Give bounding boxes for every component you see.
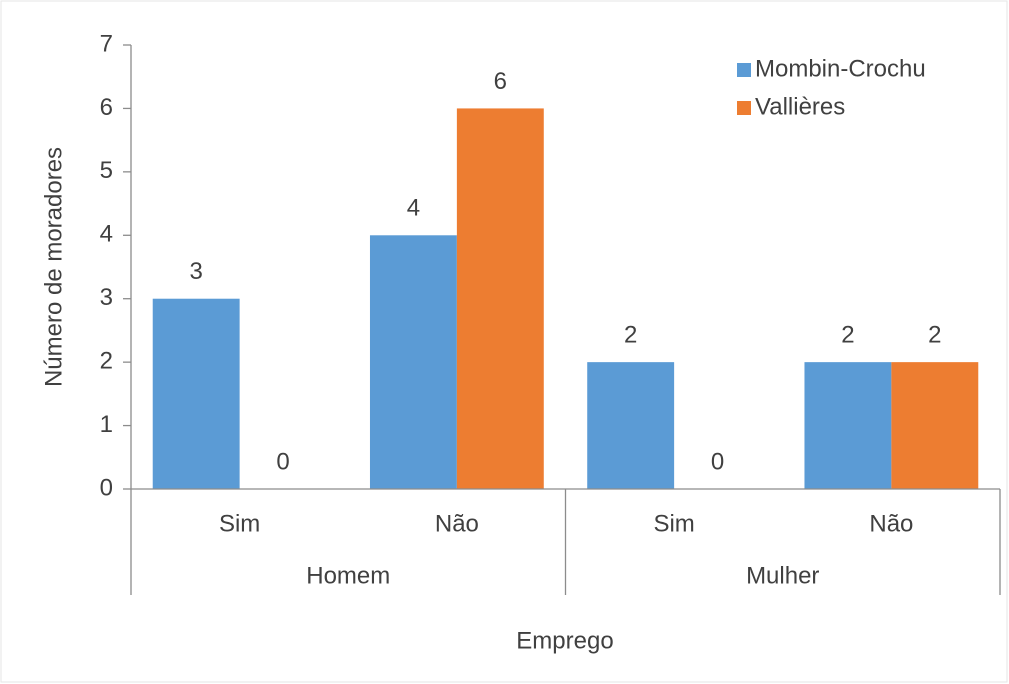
y-tick-label: 5 bbox=[100, 157, 113, 184]
y-tick-label: 7 bbox=[100, 30, 113, 57]
data-label: 0 bbox=[711, 448, 724, 475]
x-tick-label: Não bbox=[435, 510, 479, 537]
data-label: 4 bbox=[407, 195, 420, 222]
group-label: Mulher bbox=[746, 562, 819, 589]
y-tick-label: 3 bbox=[100, 284, 113, 311]
bar bbox=[587, 362, 675, 489]
y-tick-label: 6 bbox=[100, 94, 113, 121]
legend-swatch bbox=[737, 101, 751, 115]
data-label: 2 bbox=[928, 321, 941, 348]
group-label: Homem bbox=[306, 562, 390, 589]
y-tick-label: 1 bbox=[100, 411, 113, 438]
x-tick-label: Sim bbox=[219, 510, 260, 537]
y-tick-label: 4 bbox=[100, 221, 113, 248]
bar bbox=[456, 108, 544, 489]
x-axis-title: Emprego bbox=[516, 627, 613, 654]
y-tick-label: 0 bbox=[100, 474, 113, 501]
legend-label: Mombin-Crochu bbox=[755, 55, 926, 82]
y-tick-label: 2 bbox=[100, 347, 113, 374]
x-tick-label: Sim bbox=[653, 510, 694, 537]
bar bbox=[369, 235, 457, 489]
data-label: 2 bbox=[624, 321, 637, 348]
data-label: 3 bbox=[189, 258, 202, 285]
x-tick-label: Não bbox=[869, 510, 913, 537]
data-label: 6 bbox=[494, 68, 507, 95]
bar bbox=[152, 298, 240, 489]
bar bbox=[891, 362, 979, 489]
legend-swatch bbox=[737, 63, 751, 77]
bar bbox=[804, 362, 892, 489]
data-label: 2 bbox=[841, 321, 854, 348]
y-axis-title: Número de moradores bbox=[40, 147, 67, 387]
legend-label: Vallières bbox=[755, 93, 845, 120]
data-label: 0 bbox=[276, 448, 289, 475]
